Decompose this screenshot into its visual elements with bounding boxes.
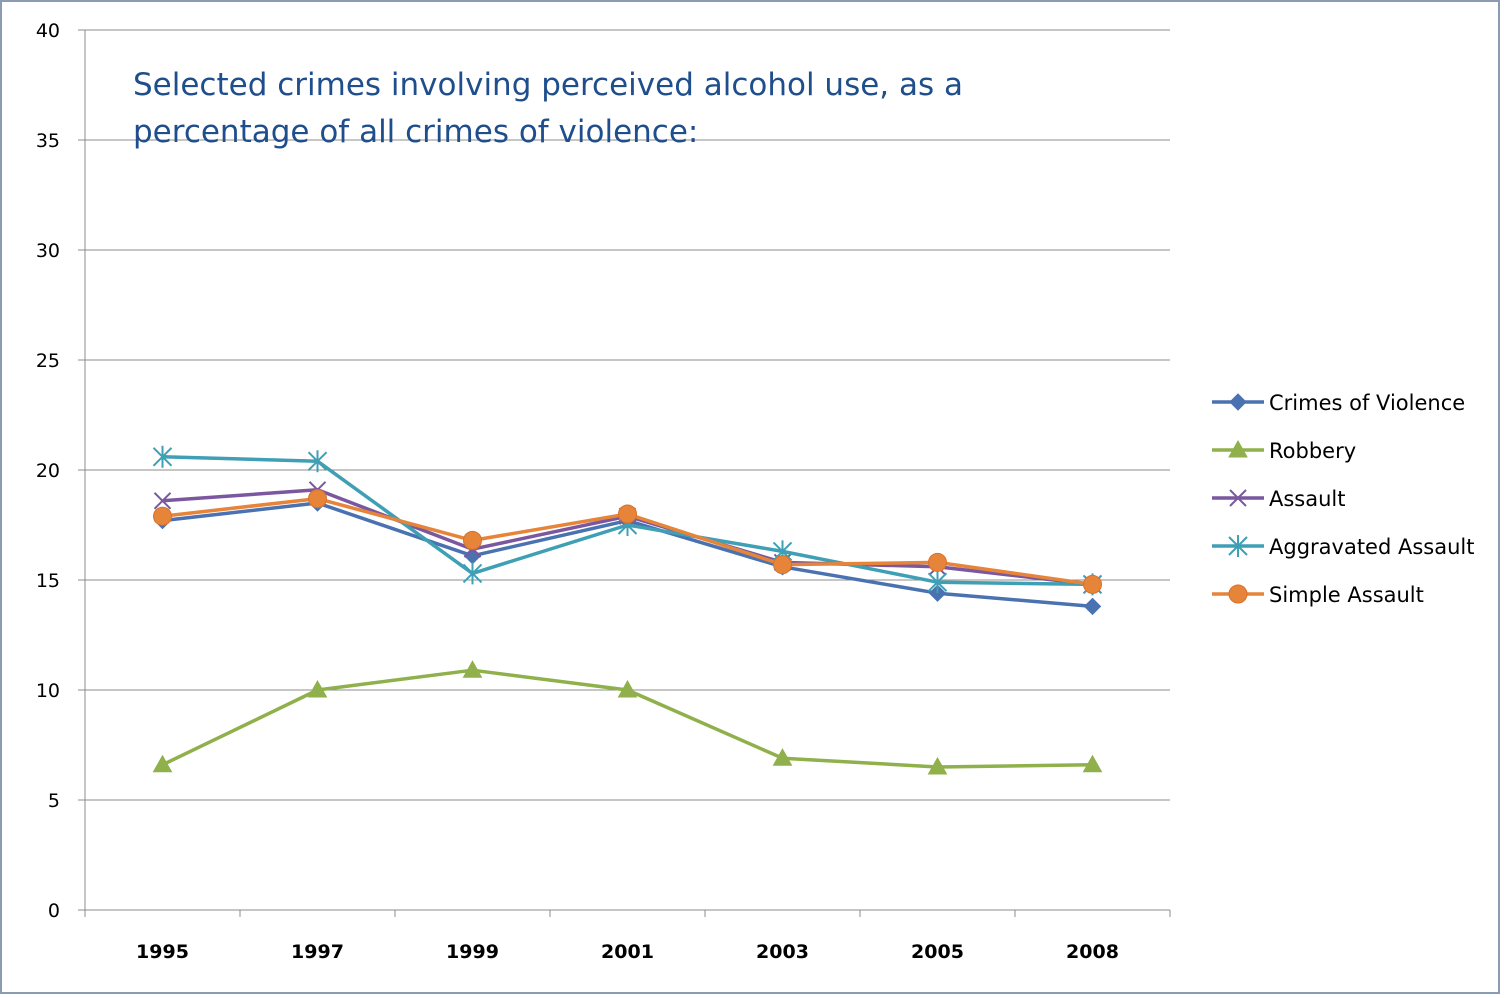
chart-title-line: Selected crimes involving perceived alco… <box>133 67 963 103</box>
chart-title-line: percentage of all crimes of violence: <box>133 114 698 150</box>
data-point <box>773 555 792 575</box>
data-point <box>152 754 173 773</box>
y-tick-label: 35 <box>36 130 60 152</box>
data-point <box>927 571 948 594</box>
legend: Crimes of Violence Robbery Assault Aggravat… <box>1212 391 1474 607</box>
legend-label: Aggravated Assault <box>1269 535 1474 559</box>
data-point <box>618 504 637 524</box>
legend-marker <box>1229 489 1247 507</box>
y-tick-label: 15 <box>36 570 60 592</box>
x-tick-label: 1999 <box>446 941 499 963</box>
series-robbery <box>152 660 1103 775</box>
data-point <box>617 679 638 698</box>
data-point <box>462 660 483 678</box>
x-tick-label: 2005 <box>911 941 964 963</box>
x-tick-label: 2001 <box>601 941 654 963</box>
data-point <box>772 748 793 766</box>
series-lines <box>152 445 1103 775</box>
legend-marker <box>1229 393 1247 411</box>
legend-item: Simple Assault <box>1212 583 1424 607</box>
legend-marker <box>1228 439 1248 458</box>
y-tick-label: 10 <box>36 680 60 702</box>
data-point <box>462 562 483 585</box>
data-point <box>1082 754 1103 773</box>
data-point <box>927 756 948 775</box>
data-point <box>1083 597 1102 616</box>
data-point <box>308 489 327 509</box>
legend-label: Crimes of Violence <box>1269 391 1465 415</box>
y-tick-label: 5 <box>48 790 60 812</box>
x-tick-label: 1997 <box>291 941 344 963</box>
data-point <box>463 530 482 550</box>
data-point <box>928 552 947 572</box>
legend-item: Crimes of Violence <box>1212 391 1465 415</box>
legend-item: Aggravated Assault <box>1212 535 1474 559</box>
x-tick-label: 1995 <box>136 941 189 963</box>
legend-item: Robbery <box>1212 439 1356 463</box>
data-point <box>152 445 173 468</box>
legend-item: Assault <box>1212 487 1346 511</box>
y-tick-label: 20 <box>36 460 60 482</box>
x-tick-label: 2008 <box>1066 941 1119 963</box>
data-point <box>153 492 172 510</box>
x-tick-label: 2003 <box>756 941 809 963</box>
legend-label: Assault <box>1269 487 1346 511</box>
y-tick-label: 25 <box>36 350 60 372</box>
gridlines <box>85 29 1170 801</box>
y-tick-label: 0 <box>48 900 60 922</box>
series-assault <box>153 481 1102 594</box>
data-point <box>307 679 328 698</box>
series-simple-assault <box>153 489 1102 594</box>
y-tick-label: 40 <box>36 20 60 42</box>
data-point <box>1083 574 1102 594</box>
legend-marker <box>1228 584 1248 604</box>
legend-label: Robbery <box>1269 439 1356 463</box>
legend-marker <box>1228 535 1248 557</box>
axes: 0 5 10 15 20 25 30 35 40 1995 1997 1999 2001 2003 2005… <box>36 20 1171 963</box>
legend-label: Simple Assault <box>1269 583 1424 607</box>
data-point <box>307 450 328 473</box>
chart-title: Selected crimes involving perceived alco… <box>133 67 963 150</box>
data-point <box>153 506 172 526</box>
y-tick-label: 30 <box>36 240 60 262</box>
